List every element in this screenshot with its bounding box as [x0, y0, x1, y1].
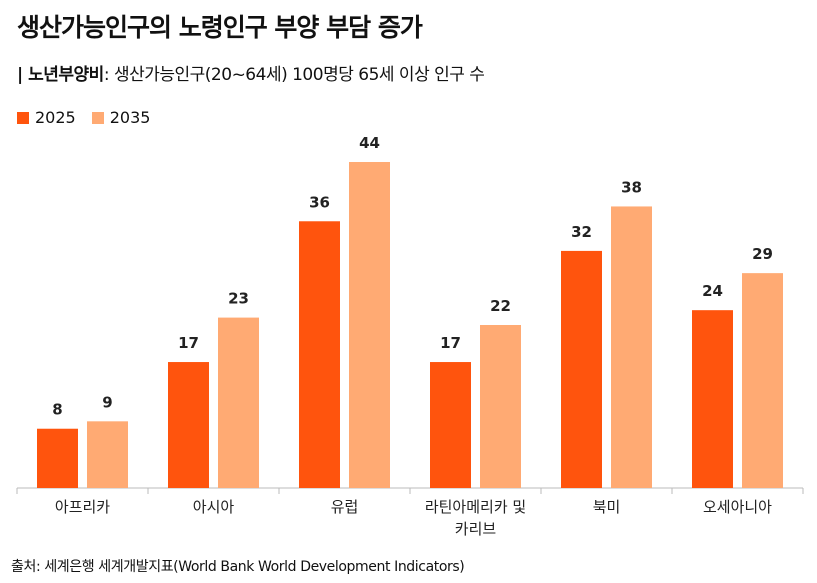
data-label: 9 — [102, 393, 112, 411]
bar-2025 — [37, 428, 78, 488]
legend-label: 2035 — [109, 108, 151, 127]
legend-swatch — [17, 112, 29, 124]
data-label: 24 — [702, 282, 723, 300]
data-label: 36 — [309, 193, 330, 211]
data-label: 17 — [440, 334, 461, 352]
legend-swatch — [91, 112, 104, 124]
bar-2025 — [692, 310, 733, 488]
bar-2035 — [87, 421, 128, 488]
source-note: 출처: 세계은행 세계개발지표(World Bank World Develop… — [11, 559, 465, 575]
data-label: 8 — [52, 401, 62, 419]
x-tick-label: 라틴아메리카 및 — [425, 498, 526, 516]
x-tick-label: 아시아 — [193, 498, 235, 516]
data-label: 38 — [621, 178, 642, 196]
subtitle-term: | 노년부양비 — [17, 65, 104, 85]
bar-2035 — [218, 317, 259, 488]
bar-2025 — [299, 221, 340, 489]
x-tick-label: 카리브 — [455, 520, 497, 538]
data-label: 44 — [359, 134, 380, 152]
legend-item-2025: 2025 — [17, 108, 76, 127]
data-label: 23 — [228, 290, 249, 308]
legend: 2025 2035 — [17, 108, 150, 127]
bar-2035 — [742, 273, 783, 488]
legend-label: 2025 — [35, 108, 76, 127]
data-label: 17 — [178, 334, 199, 352]
bar-2035 — [480, 325, 521, 488]
legend-item-2035: 2035 — [91, 108, 151, 127]
data-label: 29 — [752, 245, 773, 263]
data-label: 32 — [571, 223, 592, 241]
bar-2025 — [168, 362, 209, 488]
x-tick-label: 북미 — [593, 498, 621, 516]
chart-title: 생산가능인구의 노령인구 부양 부담 증가 — [17, 13, 423, 42]
data-label: 22 — [490, 297, 511, 315]
x-tick-label: 아프리카 — [55, 498, 110, 516]
subtitle-definition: : 생산가능인구(20~64세) 100명당 65세 이상 인구 수 — [103, 65, 485, 85]
x-tick-label: 오세아니아 — [703, 498, 772, 516]
bar-2025 — [561, 250, 602, 488]
chart-subtitle: | 노년부양비: 생산가능인구(20~64세) 100명당 65세 이상 인구 … — [17, 60, 485, 85]
x-tick-label: 유럽 — [331, 498, 359, 516]
bar-2035 — [349, 162, 390, 488]
bar-2035 — [611, 206, 652, 489]
bar-2025 — [430, 362, 471, 488]
